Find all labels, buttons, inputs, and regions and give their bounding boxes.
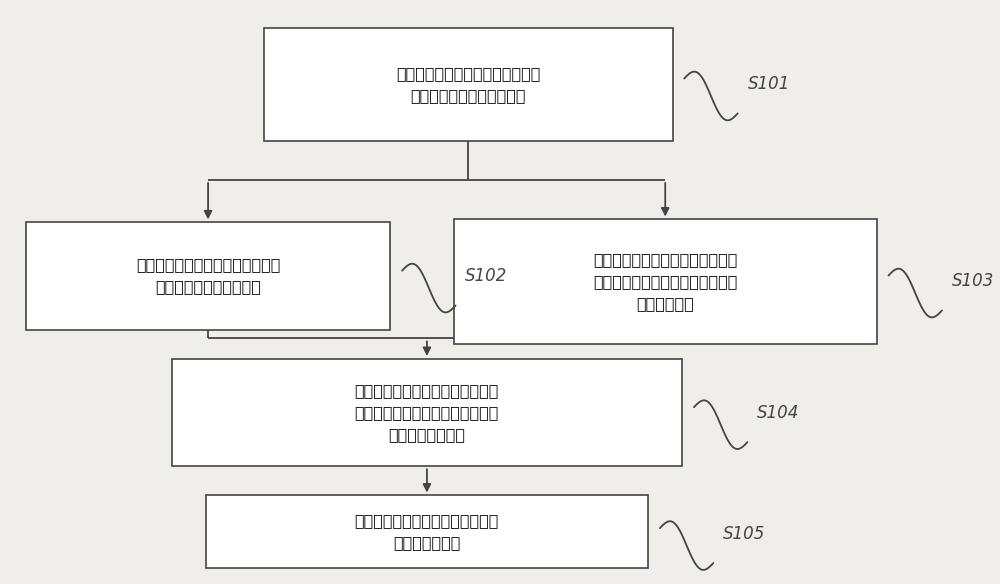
Bar <box>264 27 673 141</box>
Text: 所获得的通用业务操作指令，构建: 所获得的通用业务操作指令，构建 <box>355 405 499 420</box>
Text: 接收业务操作请求，确定待处理业: 接收业务操作请求，确定待处理业 <box>396 65 540 81</box>
Text: S105: S105 <box>723 525 765 543</box>
Text: 根据待处理业务的操作类型，获得: 根据待处理业务的操作类型，获得 <box>593 252 737 267</box>
Text: 根据待处理业务类型，确定业务数: 根据待处理业务类型，确定业务数 <box>136 258 280 273</box>
Text: S104: S104 <box>757 404 800 422</box>
Text: 业务操作指令: 业务操作指令 <box>636 297 694 311</box>
Text: 执行实际业务操作指令，以响应所: 执行实际业务操作指令，以响应所 <box>355 513 499 528</box>
Text: S103: S103 <box>952 272 994 290</box>
Bar <box>454 220 877 345</box>
Text: 利用所确定的业务数据存储位置和: 利用所确定的业务数据存储位置和 <box>355 383 499 398</box>
Text: S101: S101 <box>747 75 790 93</box>
Bar <box>206 495 648 568</box>
Text: 预设的用于处理该操作类型的通用: 预设的用于处理该操作类型的通用 <box>593 274 737 289</box>
Bar <box>26 223 390 330</box>
Text: S102: S102 <box>465 267 508 286</box>
Text: 述业务操作请求: 述业务操作请求 <box>393 536 461 550</box>
Text: 务类型以及对应的操作类型: 务类型以及对应的操作类型 <box>411 88 526 103</box>
Text: 实际业务操作指令: 实际业务操作指令 <box>388 427 465 442</box>
Bar <box>172 359 682 467</box>
Text: 据在数据库中的存储位置: 据在数据库中的存储位置 <box>155 280 261 294</box>
